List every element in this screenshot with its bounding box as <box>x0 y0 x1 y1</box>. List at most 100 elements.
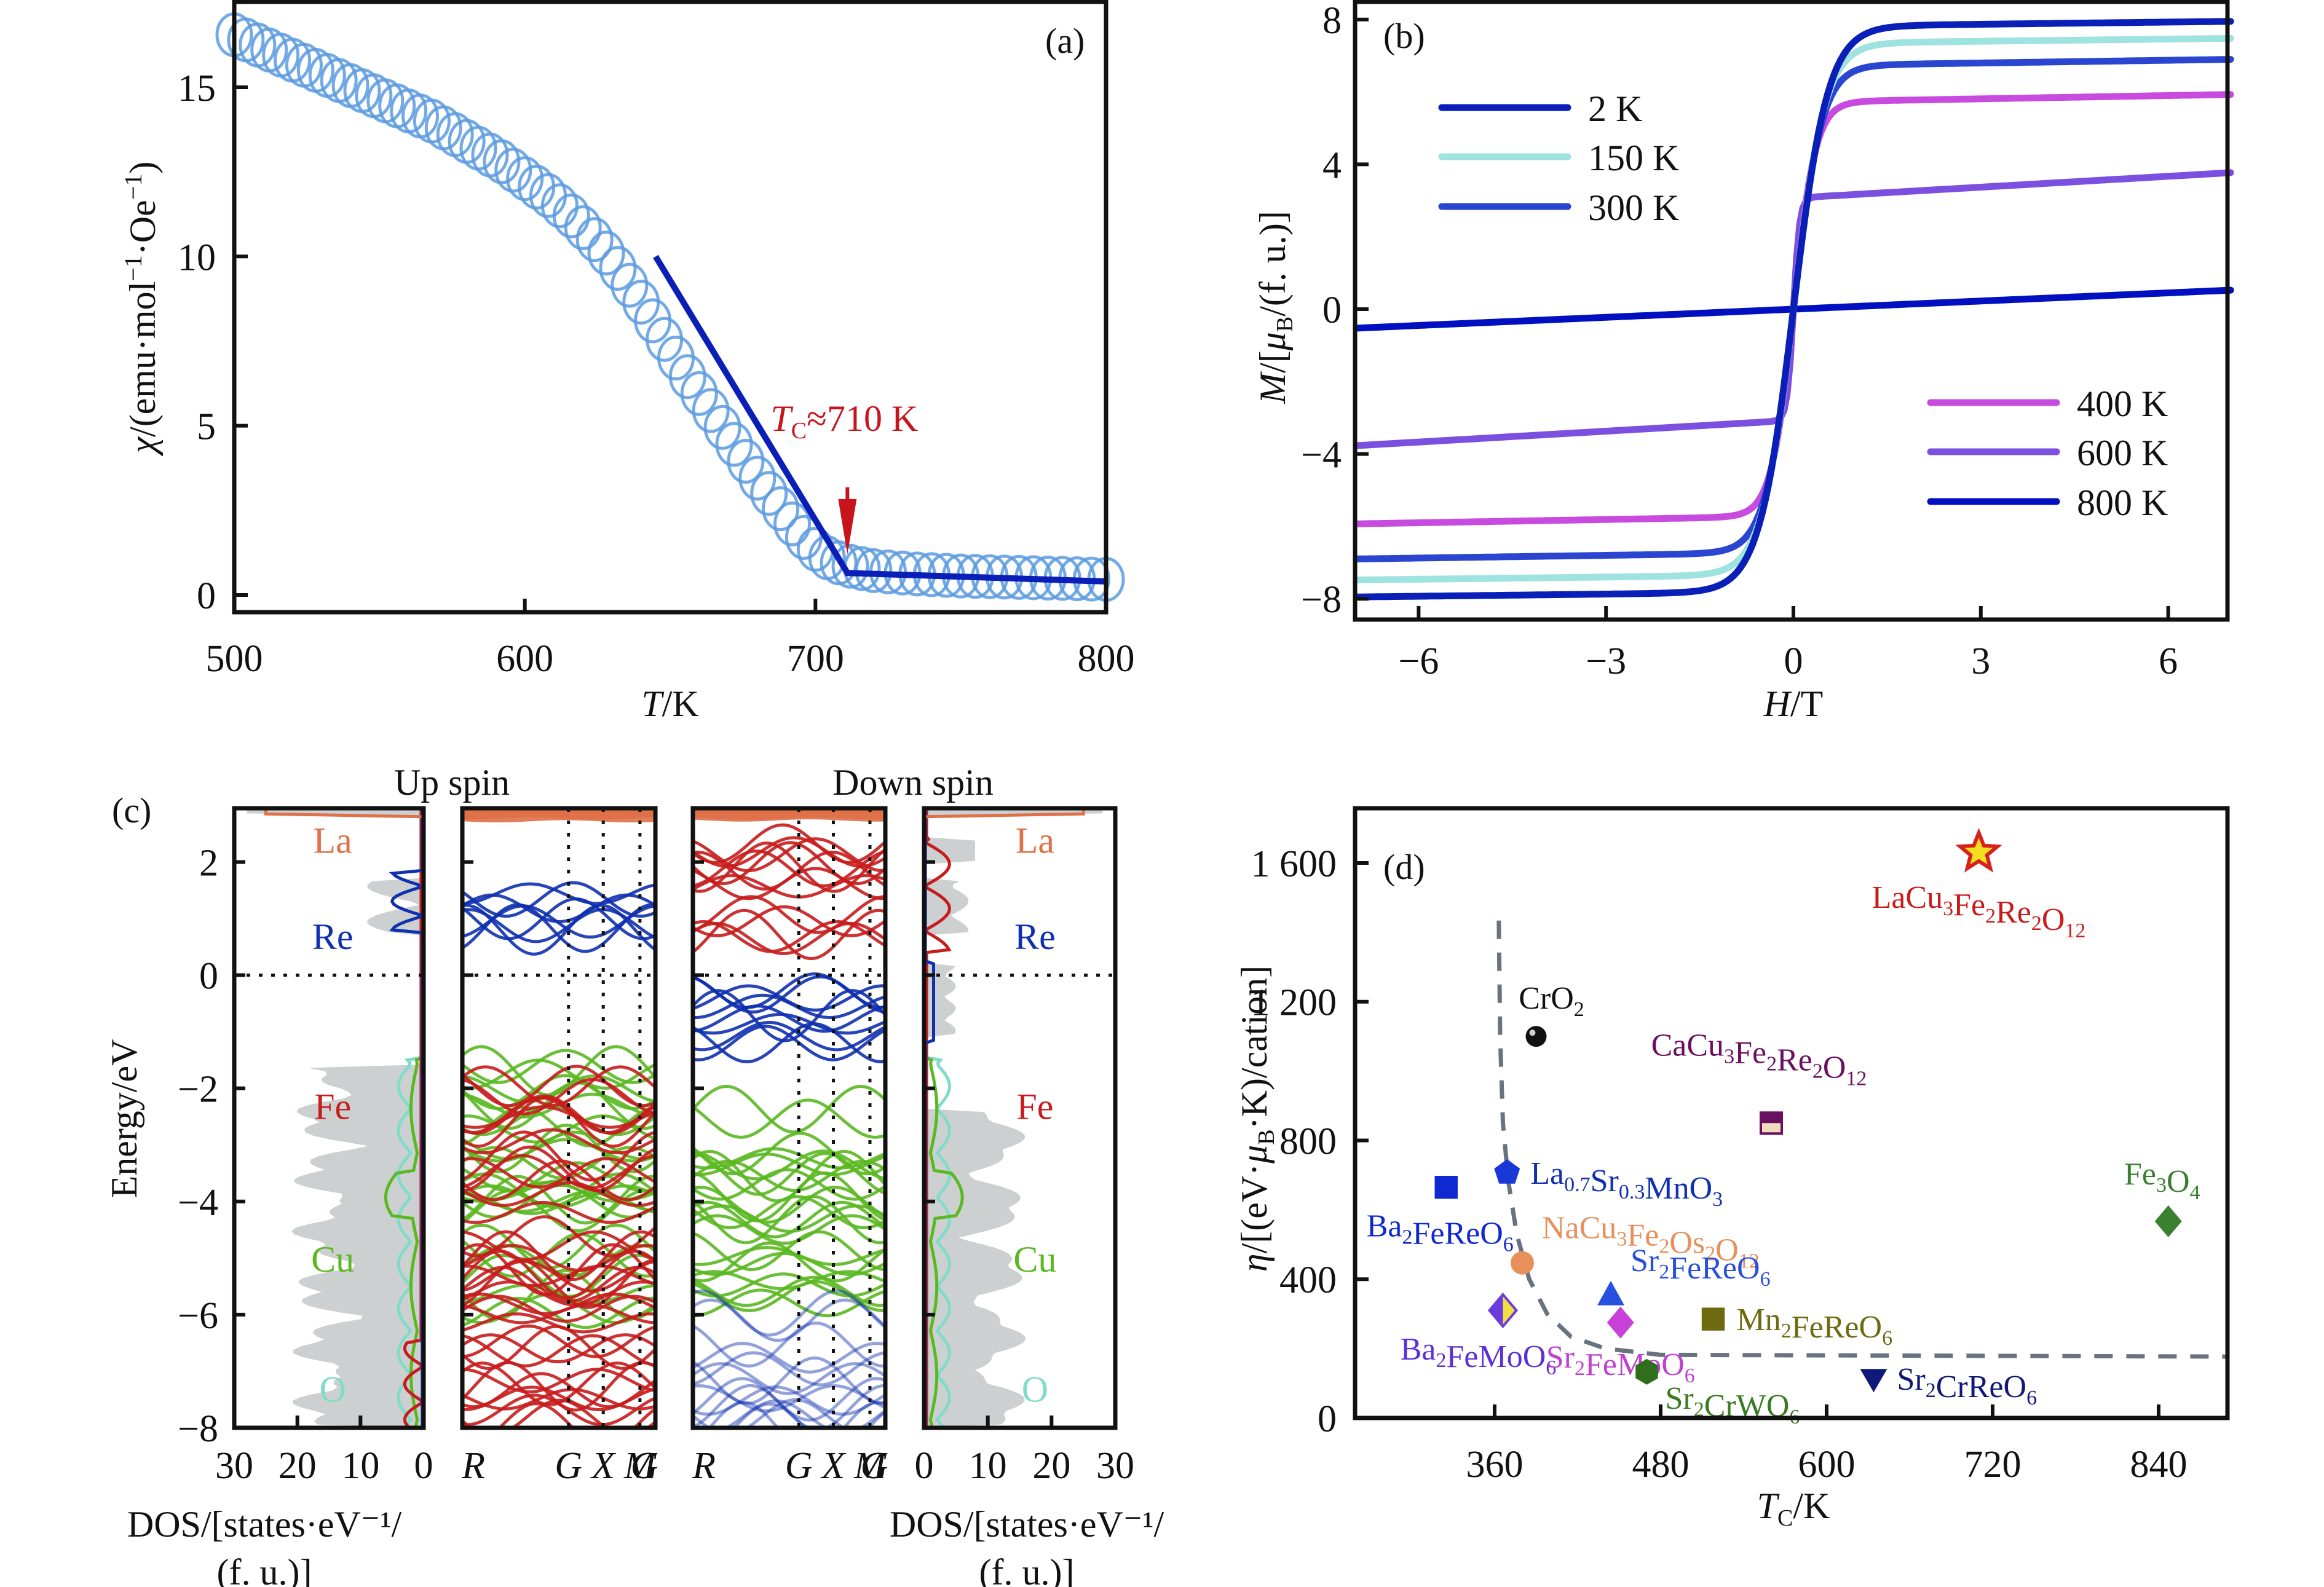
band-line <box>693 1012 885 1035</box>
kpath-label: G <box>631 1445 658 1487</box>
panel-d-eta-vs-Tc: LaCu3Fe2Re2O12CrO2CaCu3Fe2Re2O12La0.7Sr0… <box>1234 806 2230 1531</box>
band-line <box>462 904 655 939</box>
band-line <box>693 1230 885 1272</box>
y-tick-label: 5 <box>197 406 216 448</box>
band-line <box>693 905 885 937</box>
band-line <box>693 1384 885 1428</box>
label-subscript: 12 <box>2065 920 2085 942</box>
band-line <box>693 1186 885 1224</box>
kpath-label: R <box>461 1445 485 1487</box>
legend-label: 150 K <box>1588 138 1679 178</box>
c-box-bands-down: R G X MG <box>690 806 888 1487</box>
band-line <box>462 1385 655 1411</box>
label-subscript: 2 <box>1659 1235 1669 1258</box>
band-line <box>693 1342 885 1374</box>
label-subscript: 4 <box>2190 1181 2200 1204</box>
dos-tick-label: 10 <box>341 1445 379 1487</box>
mh-curve-2K <box>1353 18 2234 601</box>
kpath-label: G <box>785 1445 813 1487</box>
c-dos-xlabel-left-2: (f. u.)] <box>217 1552 312 1587</box>
label-symbol: Re <box>1444 1216 1480 1251</box>
band-line <box>693 836 885 868</box>
material-label: La0.7Sr0.3MnO3 <box>1530 1156 1723 1211</box>
band-line <box>693 1356 885 1405</box>
hexagon-marker <box>1635 1358 1658 1385</box>
pdos-O <box>924 808 952 1428</box>
panel-tag-d: (d) <box>1383 847 1425 887</box>
band-line <box>462 1249 655 1300</box>
label-subscript: 2 <box>1926 1379 1936 1402</box>
band-line <box>693 1384 885 1413</box>
total-dos <box>924 808 1103 1428</box>
y-tick-label: 10 <box>178 237 216 278</box>
band-line <box>462 1065 655 1107</box>
label-symbol: O <box>1551 981 1574 1016</box>
band-line <box>462 1303 655 1325</box>
point-LaCu3Fe2Re2O12: LaCu3Fe2Re2O12 <box>1872 827 2086 942</box>
band-line <box>693 1195 885 1229</box>
y-tick-label: 1 600 <box>1251 843 1337 885</box>
total-dos <box>247 808 424 1428</box>
band-line <box>462 1049 655 1084</box>
point-La0.7Sr0.3MnO3: La0.7Sr0.3MnO3 <box>1494 1156 1723 1211</box>
label-symbol: O <box>1661 1347 1685 1382</box>
y-tick-label: 0 <box>199 956 218 998</box>
label-symbol: O <box>1859 1310 1883 1345</box>
x-tick-label: 500 <box>206 638 263 680</box>
a-data-points <box>215 12 1125 602</box>
material-label: Fe3O4 <box>2124 1157 2200 1204</box>
tc-arrow <box>838 487 857 554</box>
x-tick-label: 720 <box>1964 1444 2022 1486</box>
band-line <box>462 1334 655 1368</box>
band-line <box>693 1004 885 1033</box>
c-box-content <box>924 808 1103 1428</box>
panel-tag-c: (c) <box>112 790 151 830</box>
label-symbol: O <box>2042 902 2065 937</box>
data-point <box>552 193 590 238</box>
label-subscript: 6 <box>1882 1327 1892 1350</box>
label-symbol: O <box>2004 1369 2027 1404</box>
label-symbol: Fe <box>1953 888 1985 923</box>
triangle-down-marker <box>1860 1369 1887 1393</box>
kpath-label: X <box>590 1445 616 1487</box>
band-line <box>693 921 885 955</box>
material-label: LaCu3Fe2Re2O12 <box>1872 880 2086 942</box>
y-tick-label: 8 <box>1322 0 1342 42</box>
pentagon-marker <box>1494 1159 1520 1184</box>
label-symbol: Cu <box>1905 880 1943 915</box>
x-tick-label: 600 <box>496 638 553 680</box>
label-symbol: Fe <box>1412 1216 1444 1251</box>
element-label-La: La <box>1016 821 1054 861</box>
band-line <box>693 1385 885 1416</box>
band-line <box>693 972 885 1009</box>
band-line <box>462 1368 655 1394</box>
label-subscript: 3 <box>1616 1228 1627 1251</box>
label-subscript: 3 <box>1712 1188 1723 1211</box>
data-point <box>540 183 579 229</box>
d-xlabel: TC/K <box>1757 1486 1830 1531</box>
band-line <box>462 1128 655 1155</box>
band-line <box>462 1280 655 1307</box>
point-CaCu3Fe2Re2O12: CaCu3Fe2Re2O12 <box>1651 1028 1867 1135</box>
band-line <box>693 808 885 822</box>
y-tick-label: −4 <box>178 1182 218 1224</box>
point-NaCu3Fe2Os2O12: NaCu3Fe2Os2O12 <box>1511 1211 1760 1275</box>
dos-tick-label: 20 <box>279 1445 317 1487</box>
label-symbol: La <box>1530 1156 1564 1191</box>
kpath-label: R <box>692 1445 716 1487</box>
element-label-Cu: Cu <box>311 1239 354 1280</box>
band-line <box>693 867 885 900</box>
band-line <box>693 1399 885 1428</box>
band-line <box>462 1145 655 1192</box>
dos-tick-label: 30 <box>1096 1445 1134 1487</box>
band-line <box>462 1189 655 1233</box>
band-line <box>462 808 655 820</box>
band-line <box>462 1184 655 1209</box>
a-fit-line <box>653 254 1107 585</box>
label-symbol: O <box>2167 1164 2190 1199</box>
element-label-Cu: Cu <box>1013 1239 1056 1280</box>
legend-label: 800 K <box>2077 482 2168 523</box>
label-symbol: Fe <box>1627 1218 1659 1253</box>
square-marker <box>1701 1307 1725 1331</box>
